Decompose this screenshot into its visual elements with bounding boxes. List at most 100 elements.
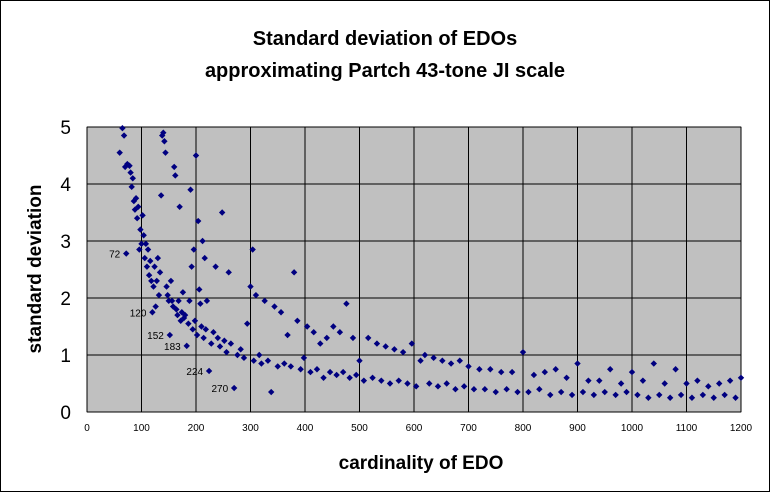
data-point [391,346,398,353]
data-point [492,388,499,396]
data-point [677,391,685,399]
x-tick-label: 0 [84,423,90,434]
x-tick-label: 400 [297,423,314,434]
data-point [149,309,156,316]
data-point [281,360,288,367]
data-point [179,289,187,296]
data-point [333,371,340,379]
data-point [256,351,263,359]
y-tick-label: 5 [60,118,71,139]
data-point [568,391,576,399]
data-point [186,297,193,305]
data-point [268,388,275,396]
data-point [144,246,152,253]
data-point [136,246,143,253]
data-point [443,380,450,387]
x-axis-title: cardinality of EDO [339,453,504,474]
data-point [498,368,505,376]
data-point [237,346,244,353]
data-point [574,360,581,367]
data-point [694,377,701,384]
data-point [645,394,652,401]
data-point [208,340,215,347]
data-point [173,306,180,313]
data-point [132,195,140,202]
data-point [258,360,265,367]
data-point [307,368,314,376]
data-point [317,340,324,347]
data-point [190,246,198,253]
data-point [519,348,527,356]
data-point [294,317,301,324]
chart-title: Standard deviation of EDOs [253,28,517,50]
data-point [536,386,543,393]
y-tick-label: 4 [60,175,71,196]
data-point [699,391,707,399]
x-tick-label: 100 [133,423,150,434]
x-tick-label: 900 [569,423,586,434]
data-point [221,337,228,344]
data-point [399,348,407,356]
x-tick-label: 300 [242,423,259,434]
data-point [661,380,668,387]
data-point [151,263,158,270]
data-point [382,343,389,350]
data-point [168,297,176,305]
data-point [147,257,154,265]
data-point [199,237,206,245]
data-point [737,374,745,381]
data-point [240,354,248,362]
grid-lines [86,126,742,413]
data-point [579,388,587,396]
data-point [365,334,372,342]
data-point [191,317,199,324]
data-point [201,254,208,262]
data-point [514,388,521,396]
data-point [185,320,192,327]
data-point [205,367,213,375]
data-point [129,175,136,182]
data-point [202,326,210,333]
data-point [313,366,321,373]
data-point [395,377,402,384]
data-point [143,263,151,270]
chart-subtitle: approximating Partch 43-tone JI scale [205,60,565,82]
data-point [127,169,134,176]
x-tick-label: 200 [188,423,205,434]
data-point [120,132,128,139]
x-tick-label: 500 [351,423,368,434]
point-annotation: 270 [211,384,228,395]
data-point [234,351,241,359]
data-point [157,192,165,199]
x-tick-label: 1200 [730,423,753,434]
data-point [426,380,433,387]
data-point [672,366,679,373]
data-point [128,183,135,191]
data-point [244,320,251,327]
data-point [412,383,420,390]
data-point [430,354,437,362]
data-point [552,366,559,373]
data-point [726,377,734,384]
data-point [617,380,625,387]
data-point [123,250,130,257]
data-point [628,368,636,376]
data-point [343,300,350,307]
data-point [421,351,429,359]
data-point [193,331,201,339]
data-point [126,162,133,169]
data-point [290,269,298,276]
data-point [356,357,363,364]
data-point [261,297,268,305]
data-point [277,309,285,316]
data-point [688,394,696,401]
data-point [417,357,424,364]
data-point [284,331,291,339]
data-point [198,323,205,330]
data-point [247,283,254,290]
data-point [264,357,272,364]
data-point [303,323,311,330]
data-point [339,368,347,376]
point-annotation: 152 [147,331,164,342]
y-tick-labels: 0 1 2 3 4 5 [60,118,71,424]
